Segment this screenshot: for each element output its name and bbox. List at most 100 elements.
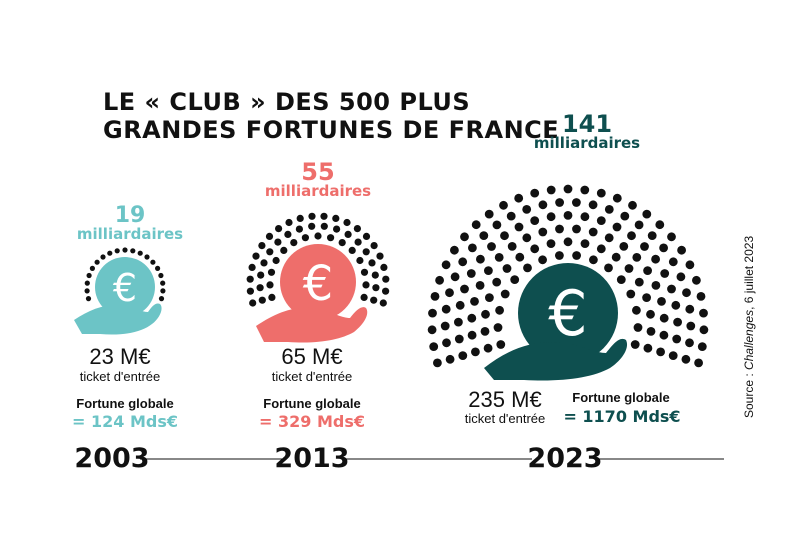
- billionaire-dot-2013-34: [246, 287, 254, 295]
- billionaires-label-2013: milliardaires: [264, 182, 372, 200]
- billionaire-dot-2013-44: [320, 212, 328, 220]
- billionaire-dot-2003-17: [160, 288, 166, 294]
- billionaire-dot-2023-39: [475, 281, 485, 290]
- billionaire-dot-2023-122: [514, 193, 524, 203]
- billionaire-dot-2023-16: [483, 343, 493, 353]
- billionaire-dot-2023-138: [699, 325, 709, 335]
- billionaire-dot-2023-9: [589, 255, 598, 265]
- billionaire-dot-2023-50: [632, 253, 642, 262]
- billionaire-dot-2023-100: [634, 220, 644, 230]
- billionaire-dot-2023-73: [627, 231, 636, 241]
- billionaire-dot-2023-117: [450, 245, 459, 255]
- source-credit: Source : Challenges, 6 juillet 2023: [742, 236, 756, 418]
- billionaire-dot-2023-103: [668, 257, 678, 267]
- billionaire-dot-2023-58: [454, 334, 464, 344]
- billionaire-dot-2023-130: [642, 209, 652, 219]
- billionaire-dot-2023-25: [563, 237, 573, 247]
- billionaire-dot-2003-16: [160, 280, 166, 286]
- billionaire-dot-2023-131: [655, 220, 665, 230]
- billionaire-dot-2013-35: [246, 275, 254, 283]
- billionaire-dot-2013-38: [258, 242, 266, 250]
- billionaire-dot-2023-47: [588, 227, 598, 237]
- billionaire-dot-2023-38: [470, 297, 479, 306]
- billionaire-dot-2023-104: [676, 272, 686, 282]
- billionaire-dot-2003-9: [122, 247, 128, 253]
- billionaire-dot-2023-71: [596, 216, 606, 226]
- billionaire-dot-2023-111: [429, 342, 439, 351]
- billionaire-dot-2023-57: [458, 351, 468, 360]
- source-publication: Challenges: [742, 309, 756, 370]
- billionaire-dot-2013-0: [268, 293, 276, 301]
- billionaire-dot-2023-22: [515, 252, 525, 262]
- billionaire-dot-2023-87: [450, 272, 460, 282]
- billionaire-dot-2003-0: [85, 296, 92, 302]
- fortune-label-2013: Fortune globale: [263, 396, 361, 411]
- billionaire-dot-2013-8: [327, 234, 335, 242]
- billionaire-dot-2013-28: [362, 248, 370, 256]
- billionaire-dot-2013-46: [343, 218, 351, 227]
- billionaire-dot-2023-41: [494, 253, 504, 262]
- billionaire-dot-2023-29: [624, 264, 634, 273]
- billionaire-dot-2023-89: [468, 243, 477, 253]
- billionaire-dot-2013-17: [257, 271, 265, 279]
- billionaire-dot-2023-52: [651, 281, 661, 290]
- billionaire-dot-2023-13: [632, 305, 641, 315]
- billionaire-dot-2023-30: [634, 277, 644, 287]
- billionaire-dot-2023-137: [699, 308, 708, 318]
- billionaire-dot-2023-136: [696, 292, 706, 301]
- billionaire-dot-2023-43: [522, 233, 532, 243]
- billionaire-dot-2023-129: [628, 200, 637, 210]
- billionaire-dot-2013-4: [280, 246, 288, 254]
- billionaire-dot-2023-34: [643, 343, 653, 353]
- billionaire-dot-2013-13: [362, 281, 370, 289]
- billionaire-dot-2023-68: [546, 212, 556, 222]
- billionaire-dot-2023-134: [685, 260, 695, 270]
- billionaire-dot-2023-66: [514, 222, 524, 232]
- billionaire-dot-2023-10: [604, 263, 613, 273]
- billionaire-dot-2023-91: [492, 220, 502, 230]
- billionaire-dot-2023-76: [660, 269, 670, 278]
- billionaire-dot-2023-32: [646, 309, 655, 319]
- billionaire-dot-2013-30: [371, 271, 379, 279]
- billionaire-dot-2023-24: [546, 239, 556, 249]
- billionaire-dot-2023-28: [611, 252, 621, 262]
- ticket-label-2023: ticket d'entrée: [464, 411, 546, 426]
- billionaire-dot-2023-7: [555, 251, 564, 260]
- billionaire-dot-2013-33: [249, 299, 257, 307]
- billionaire-dot-2013-22: [295, 225, 303, 233]
- billionaire-dot-2023-36: [467, 330, 477, 340]
- fortune-label-2003: Fortune globale: [76, 396, 174, 411]
- fortune-value-2003: = 124 Mds€: [72, 412, 178, 431]
- fortune-label-2023: Fortune globale: [572, 390, 670, 405]
- billionaire-dot-2023-67: [530, 216, 540, 226]
- billionaire-dot-2013-31: [372, 284, 380, 292]
- billionaire-dot-2003-5: [94, 259, 100, 265]
- billionaire-dot-2003-1: [84, 288, 90, 294]
- billionaire-dot-2023-19: [485, 293, 494, 302]
- billionaire-dot-2023-17: [480, 327, 490, 336]
- billionaire-dot-2013-27: [354, 238, 362, 246]
- billionaire-dot-2013-5: [290, 239, 298, 247]
- billionaire-dot-2023-94: [538, 200, 548, 210]
- billionaire-dot-2023-80: [672, 334, 682, 344]
- billionaire-dots-2023: [427, 184, 709, 368]
- year-label-2023: 2023: [527, 443, 603, 474]
- hand-2023: [484, 338, 628, 381]
- billionaire-dot-2023-65: [500, 231, 509, 241]
- billionaire-dot-2023-55: [659, 330, 669, 340]
- year-label-2013: 2013: [274, 443, 350, 474]
- billionaire-dot-2013-23: [308, 222, 316, 230]
- billionaire-dot-2023-101: [647, 231, 657, 241]
- billionaire-dot-2003-4: [89, 265, 95, 271]
- billionaire-dot-2023-60: [455, 300, 465, 310]
- billionaire-dot-2023-20: [492, 277, 502, 287]
- euro-coin-in-hand-icon: €: [74, 257, 162, 335]
- billionaire-dot-2023-133: [677, 245, 686, 255]
- billionaire-dot-2023-48: [604, 233, 614, 243]
- billionaire-dot-2013-45: [332, 214, 340, 222]
- billionaire-dot-2023-121: [499, 200, 508, 210]
- billionaire-dot-2013-52: [382, 275, 390, 283]
- billionaire-dot-2023-46: [572, 224, 581, 234]
- source-prefix: Source :: [742, 369, 756, 418]
- billionaire-dot-2013-53: [382, 287, 390, 295]
